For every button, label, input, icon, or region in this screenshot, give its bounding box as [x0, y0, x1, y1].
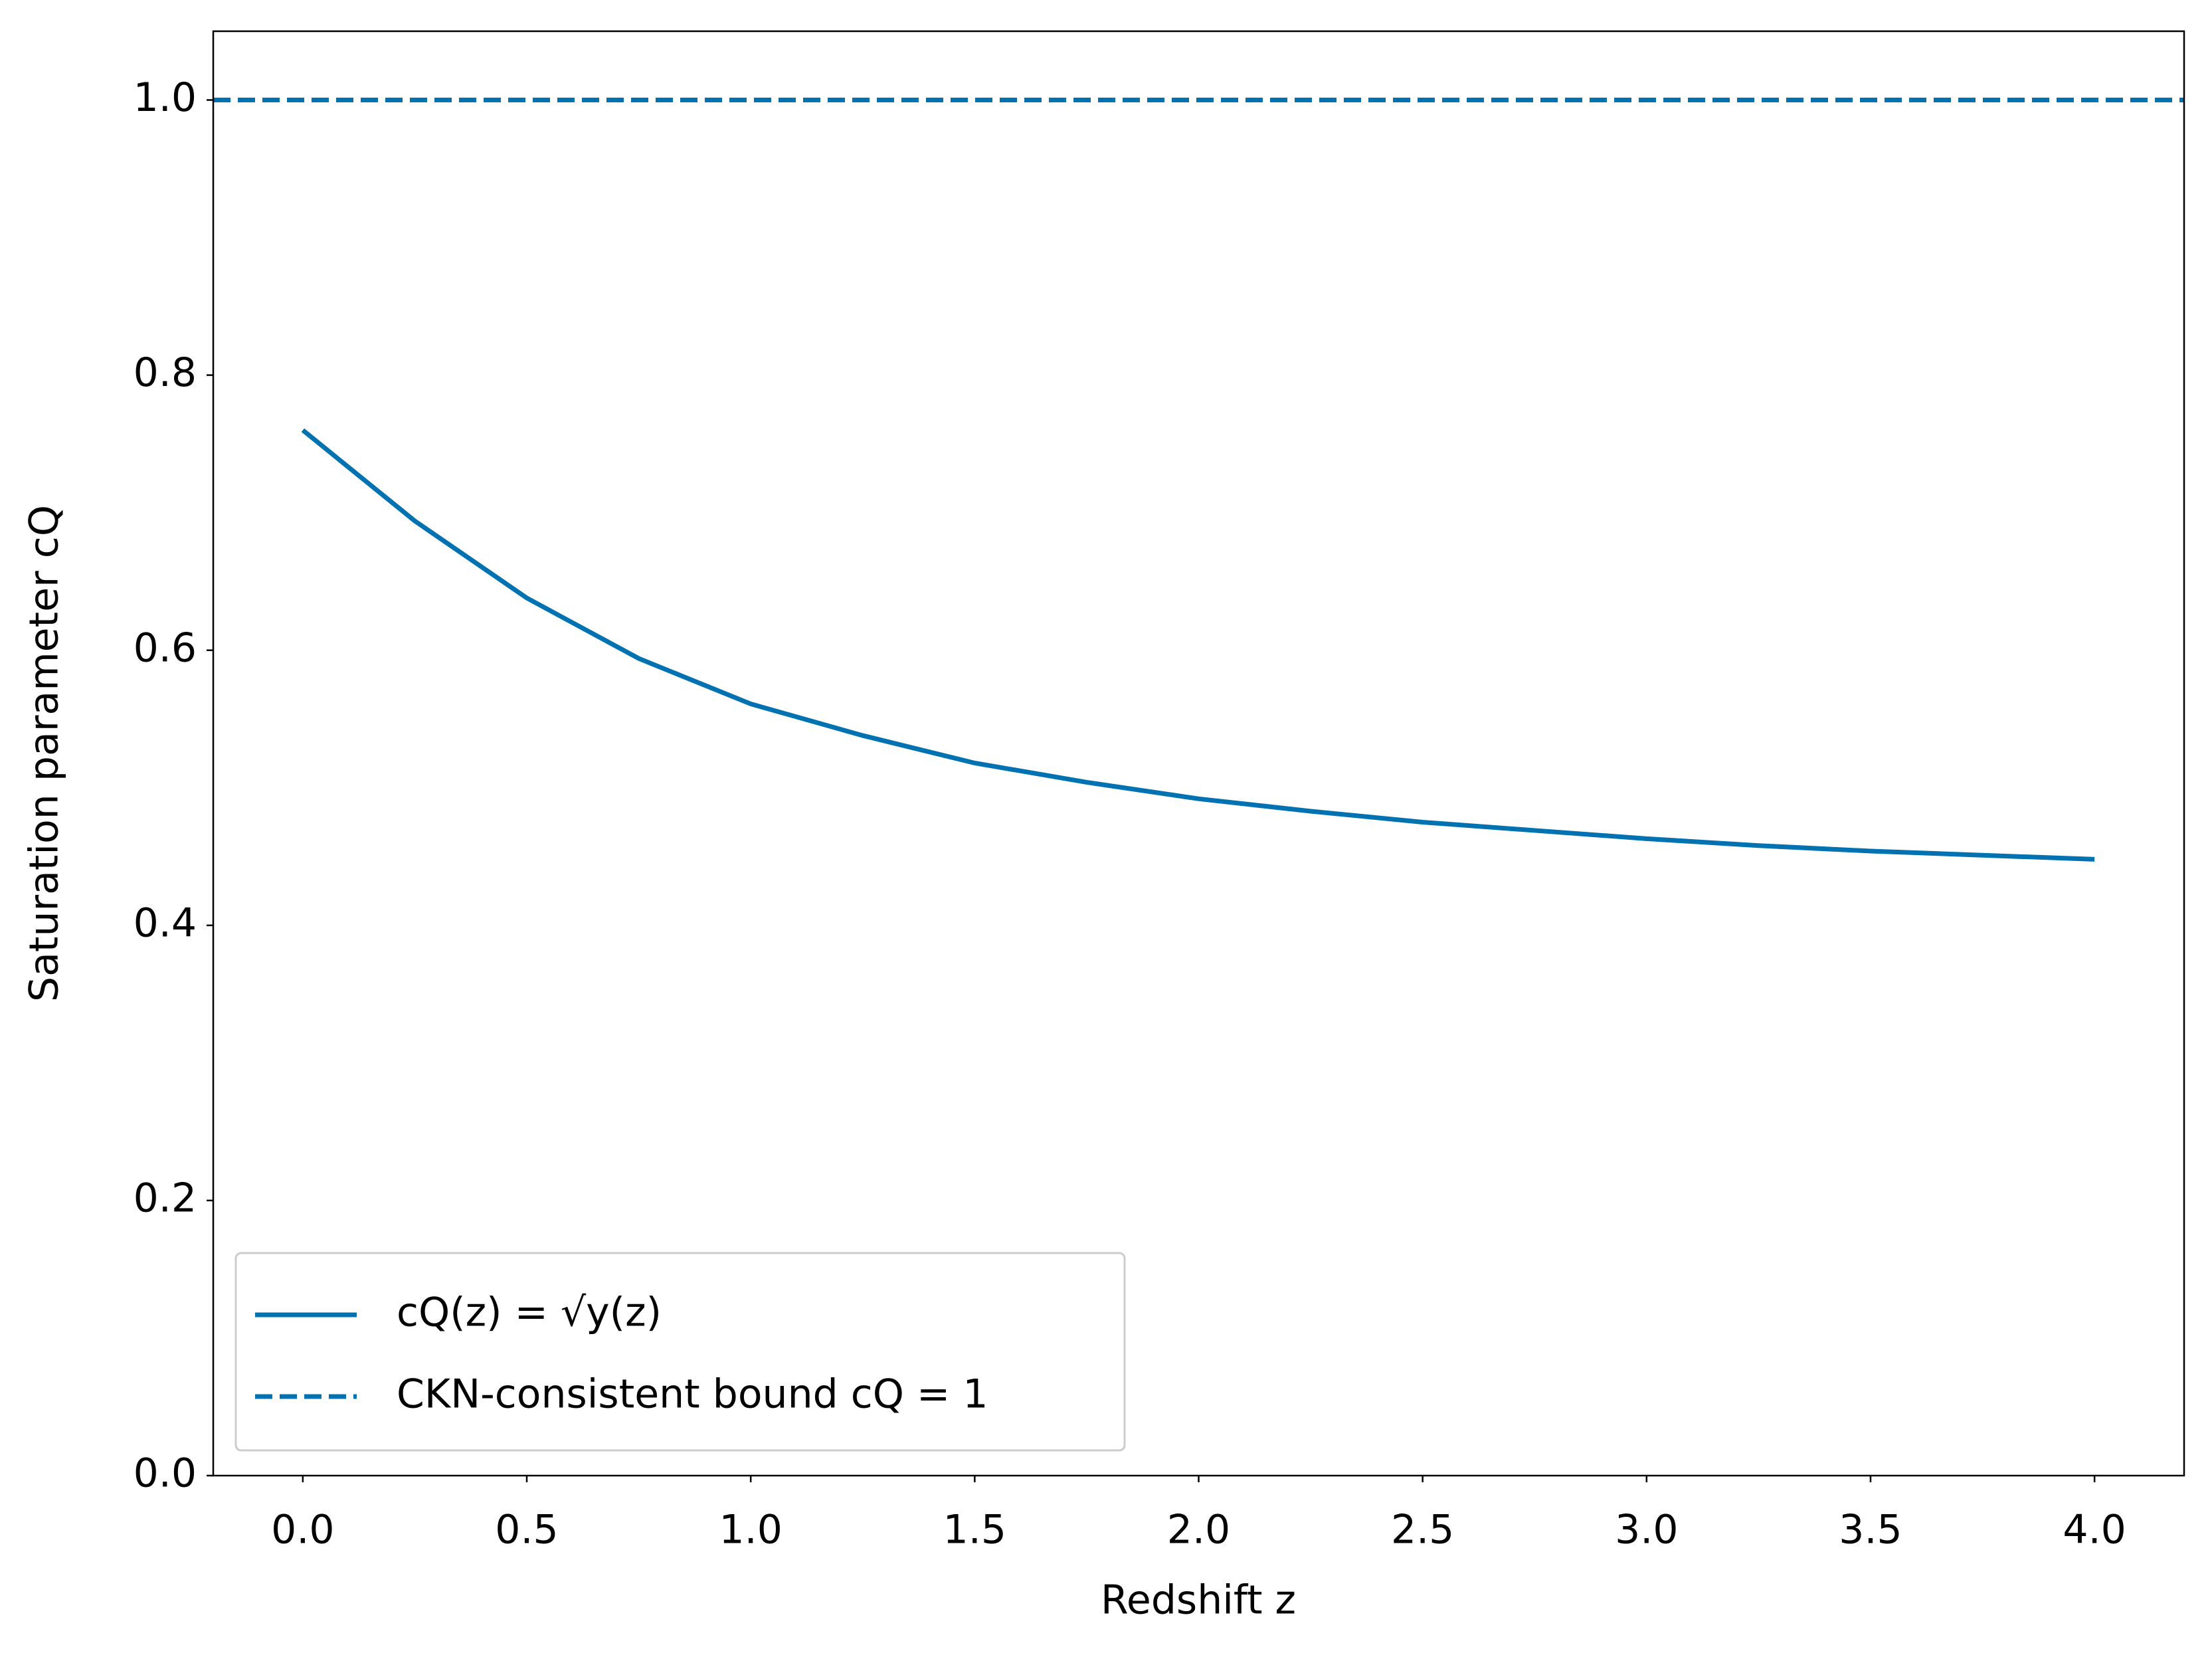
x-tick-label: 2.5	[1391, 1507, 1454, 1553]
x-tick-label: 0.5	[495, 1507, 558, 1553]
x-tick-label: 0.0	[271, 1507, 334, 1553]
x-tick-label: 1.5	[943, 1507, 1006, 1553]
y-tick-label: 0.8	[134, 349, 197, 396]
y-axis-label: Saturation parameter cQ	[21, 505, 68, 1002]
x-tick-label: 2.0	[1167, 1507, 1230, 1553]
y-tick-label: 0.6	[134, 625, 197, 671]
plot-frame	[212, 30, 2185, 1477]
x-tick-label: 1.0	[719, 1507, 782, 1553]
legend-box	[234, 1252, 1126, 1452]
y-tick-label: 0.4	[134, 900, 197, 946]
y-tick-label: 0.2	[134, 1175, 197, 1221]
x-axis-label: Redshift z	[1101, 1577, 1296, 1624]
y-tick-label: 0.0	[134, 1450, 197, 1497]
x-tick-label: 3.5	[1839, 1507, 1902, 1553]
legend-label: cQ(z) = √y(z)	[397, 1290, 662, 1336]
legend-label: CKN-consistent bound cQ = 1	[397, 1371, 988, 1418]
series-line	[301, 428, 2095, 862]
y-tick-label: 1.0	[134, 74, 197, 121]
x-tick-label: 4.0	[2063, 1507, 2126, 1553]
x-tick-label: 3.0	[1615, 1507, 1678, 1553]
